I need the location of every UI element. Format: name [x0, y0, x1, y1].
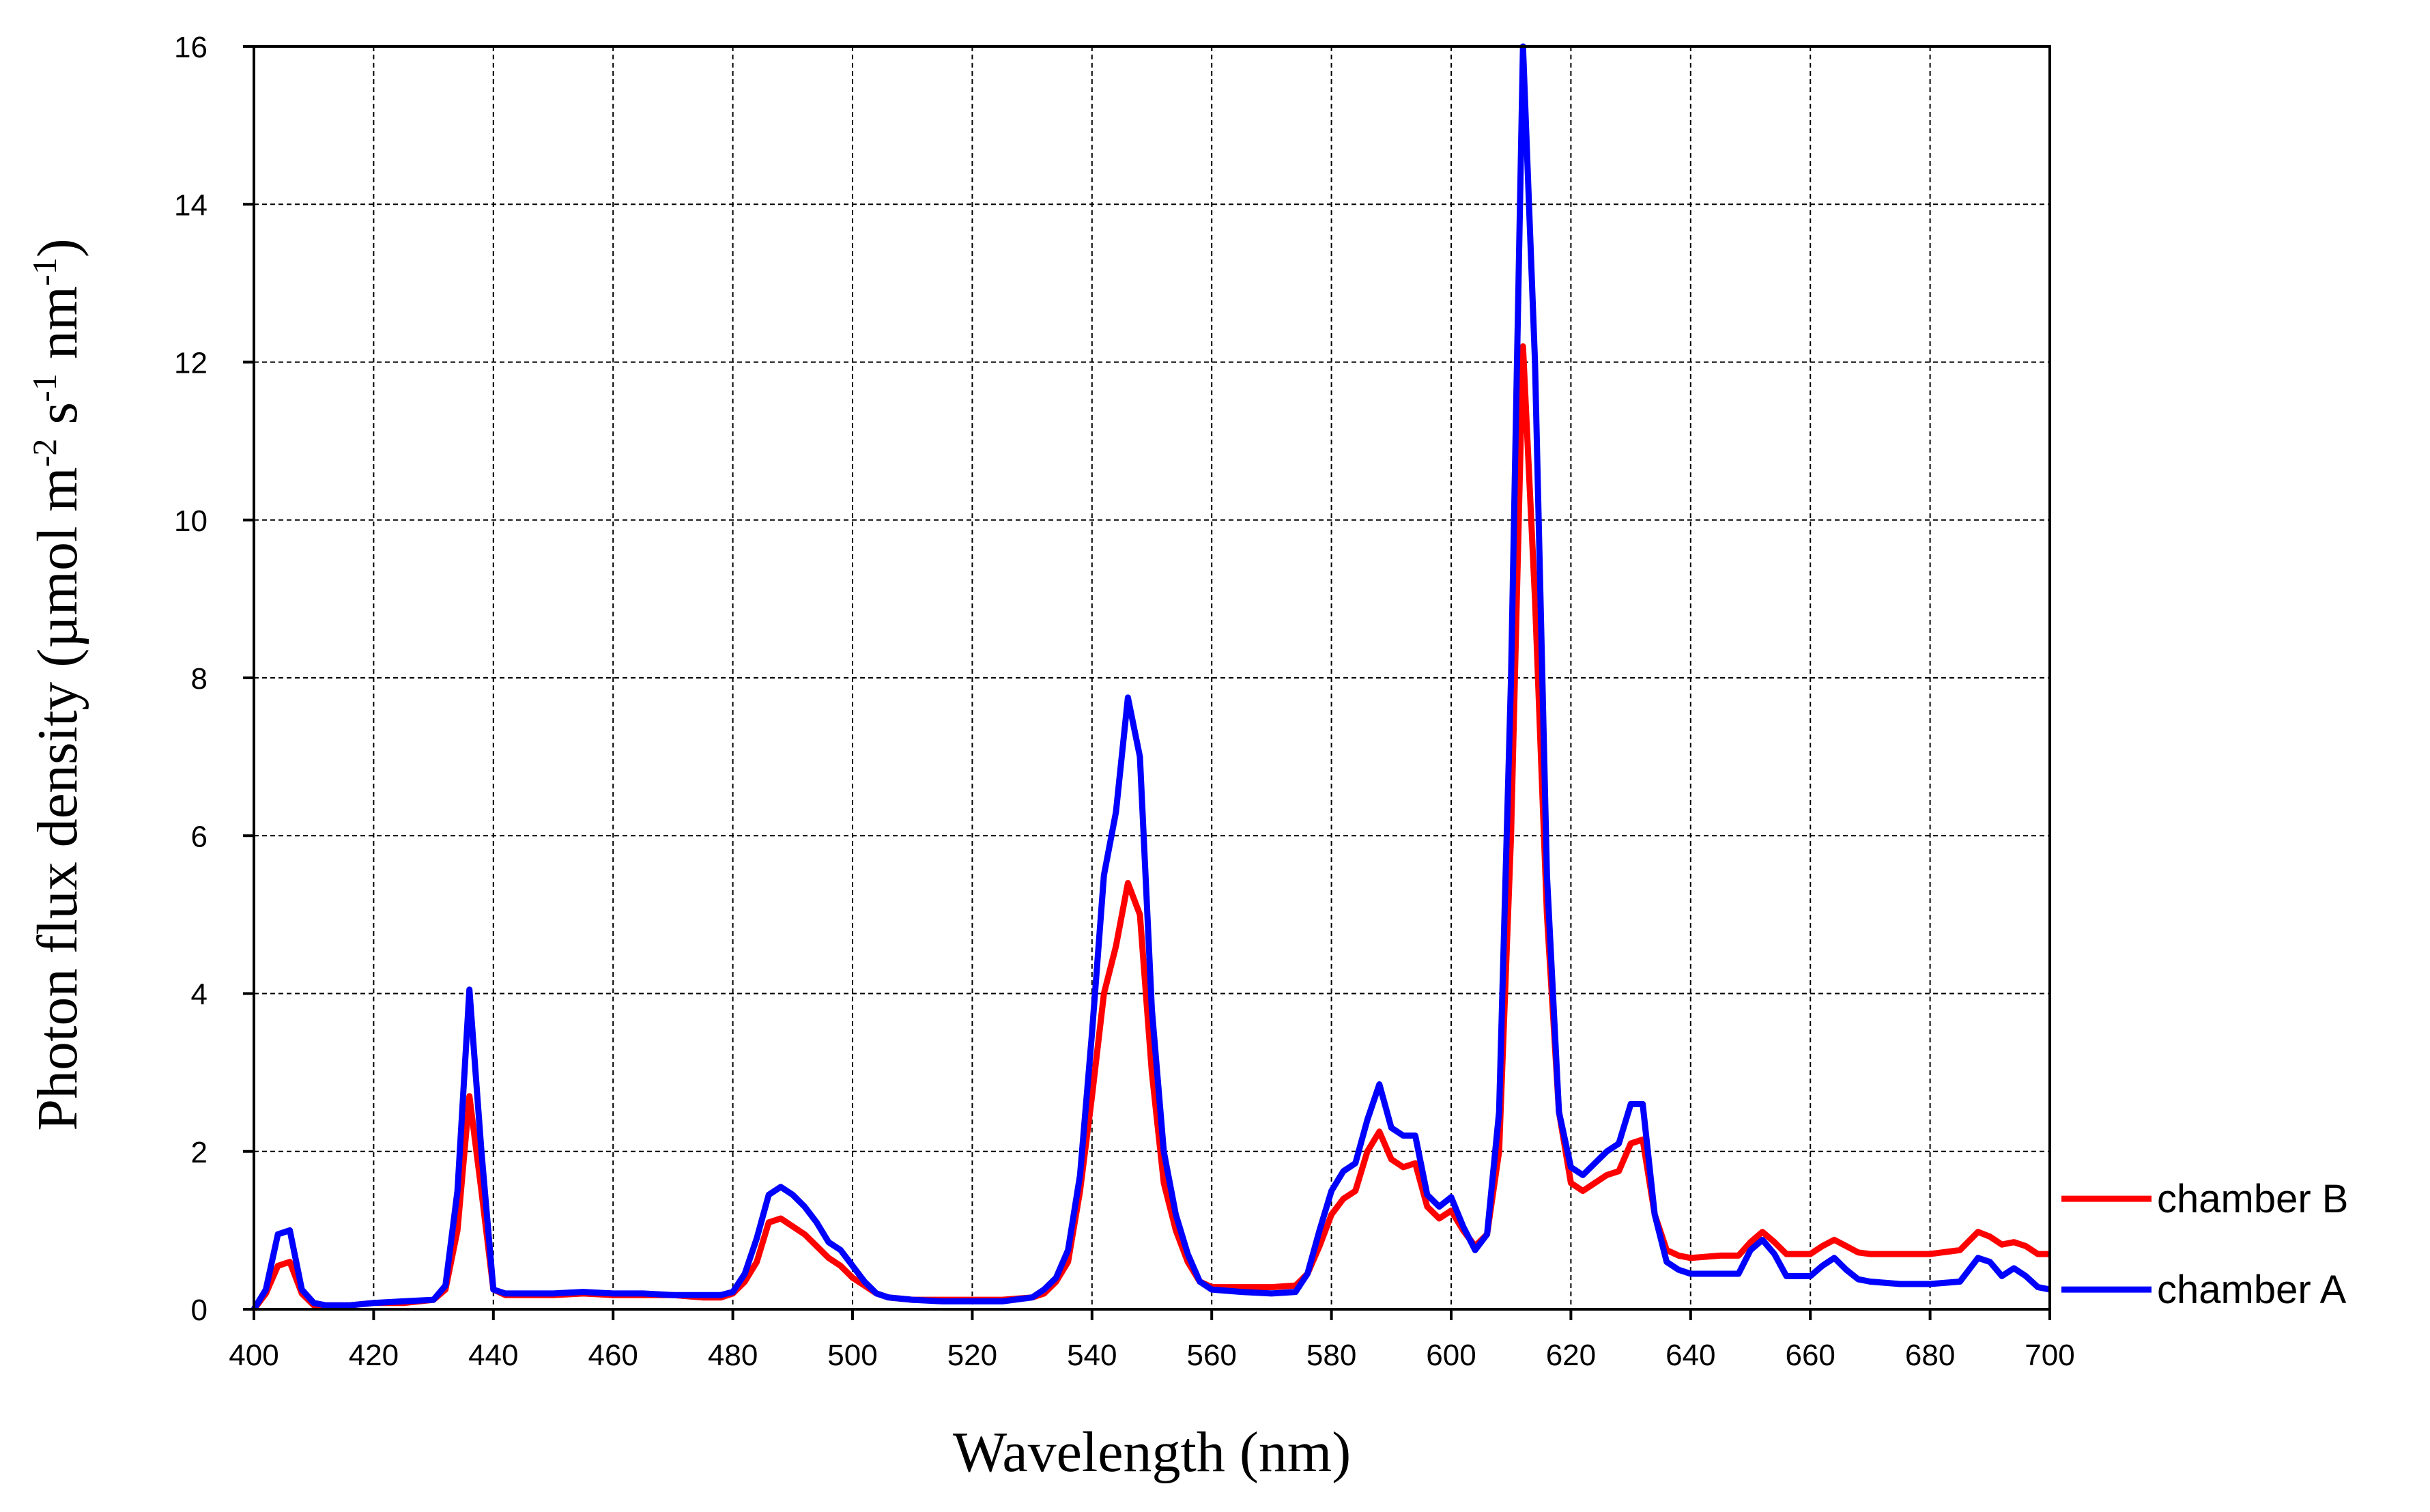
y-tick-label: 4 — [191, 978, 208, 1012]
y-axis-title-suffix: ) — [26, 238, 89, 257]
y-axis-title-mid2: nm — [26, 286, 89, 373]
x-tick-label: 600 — [1426, 1339, 1476, 1372]
x-tick-label: 700 — [2025, 1339, 2074, 1372]
legend-label-chamber-b: chamber B — [2157, 1177, 2348, 1221]
x-tick-label: 620 — [1546, 1339, 1596, 1372]
y-axis-title-mid1: s — [26, 402, 89, 439]
y-tick-label: 16 — [174, 31, 208, 64]
y-axis-title: Photon flux density (µmol m-2 s-1 nm-1) — [25, 238, 89, 1130]
series-layer — [251, 43, 2050, 1311]
x-tick-label: 440 — [468, 1339, 518, 1372]
x-tick-label: 680 — [1905, 1339, 1955, 1372]
legend: chamber B chamber A — [2061, 1177, 2348, 1312]
x-tick-label: 480 — [708, 1339, 758, 1372]
x-tick-label: 560 — [1186, 1339, 1236, 1372]
x-tick-label: 420 — [349, 1339, 399, 1372]
x-tick-label: 640 — [1666, 1339, 1715, 1372]
y-axis-title-prefix: Photon flux density (µmol m — [26, 467, 89, 1130]
y-tick-label: 12 — [174, 347, 208, 380]
x-tick-label: 460 — [588, 1339, 638, 1372]
y-tick-label: 10 — [174, 504, 208, 538]
x-axis-ticks: 400 420 440 460 480 500 520 540 560 580 600 620 640 6… — [229, 1309, 2075, 1372]
x-tick-label: 660 — [1785, 1339, 1835, 1372]
x-axis-title: Wavelength (nm) — [953, 1421, 1351, 1484]
y-tick-label: 6 — [191, 820, 208, 853]
y-axis-title-sup2: -1 — [25, 373, 63, 402]
y-axis-ticks: 0 2 4 6 8 10 12 14 16 — [174, 31, 254, 1327]
y-axis-title-sup1: -2 — [25, 439, 63, 468]
y-tick-label: 8 — [191, 662, 208, 696]
grid-lines — [254, 46, 2050, 1309]
x-tick-label: 540 — [1067, 1339, 1117, 1372]
x-tick-label: 400 — [229, 1339, 278, 1372]
series-line-chamber-a — [251, 43, 2050, 1311]
x-tick-label: 520 — [947, 1339, 997, 1372]
x-tick-label: 500 — [827, 1339, 877, 1372]
y-tick-label: 14 — [174, 188, 208, 222]
legend-label-chamber-a: chamber A — [2157, 1268, 2347, 1312]
y-tick-label: 2 — [191, 1136, 208, 1169]
y-tick-label: 0 — [191, 1294, 208, 1327]
x-tick-label: 580 — [1306, 1339, 1356, 1372]
y-axis-title-sup3: -1 — [25, 257, 63, 286]
